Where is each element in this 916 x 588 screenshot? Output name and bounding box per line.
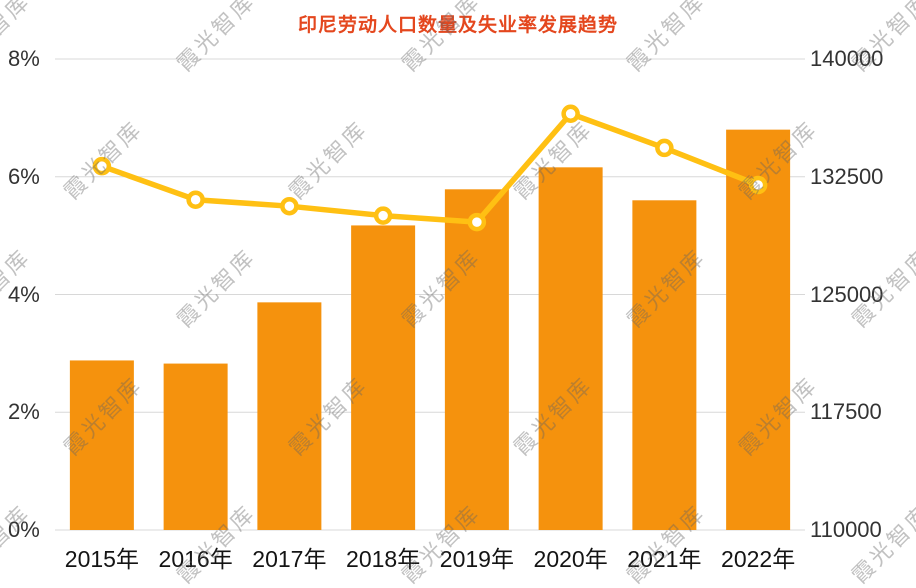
unemployment-rate-line bbox=[99, 111, 761, 225]
chart-title: 印尼劳动人口数量及失业率发展趋势 bbox=[297, 15, 618, 36]
bar-2018年 bbox=[351, 225, 416, 531]
bar-2021年 bbox=[632, 200, 697, 531]
bar-2016年 bbox=[163, 363, 228, 530]
bar-2022年 bbox=[726, 129, 791, 530]
bar-2020年 bbox=[538, 167, 603, 530]
line-marker-2019年 bbox=[467, 212, 487, 232]
line-marker-2017年 bbox=[280, 196, 299, 216]
line-marker-2018年 bbox=[373, 206, 393, 225]
line-marker-2020年 bbox=[561, 104, 580, 124]
bar-2019年 bbox=[444, 189, 509, 530]
line-marker-2022年 bbox=[748, 175, 768, 195]
line-marker-2015年 bbox=[92, 156, 112, 176]
line-marker-2016年 bbox=[186, 190, 205, 209]
bar-2017年 bbox=[257, 302, 322, 530]
bar-2015年 bbox=[69, 360, 134, 530]
line-marker-2021年 bbox=[655, 138, 674, 158]
